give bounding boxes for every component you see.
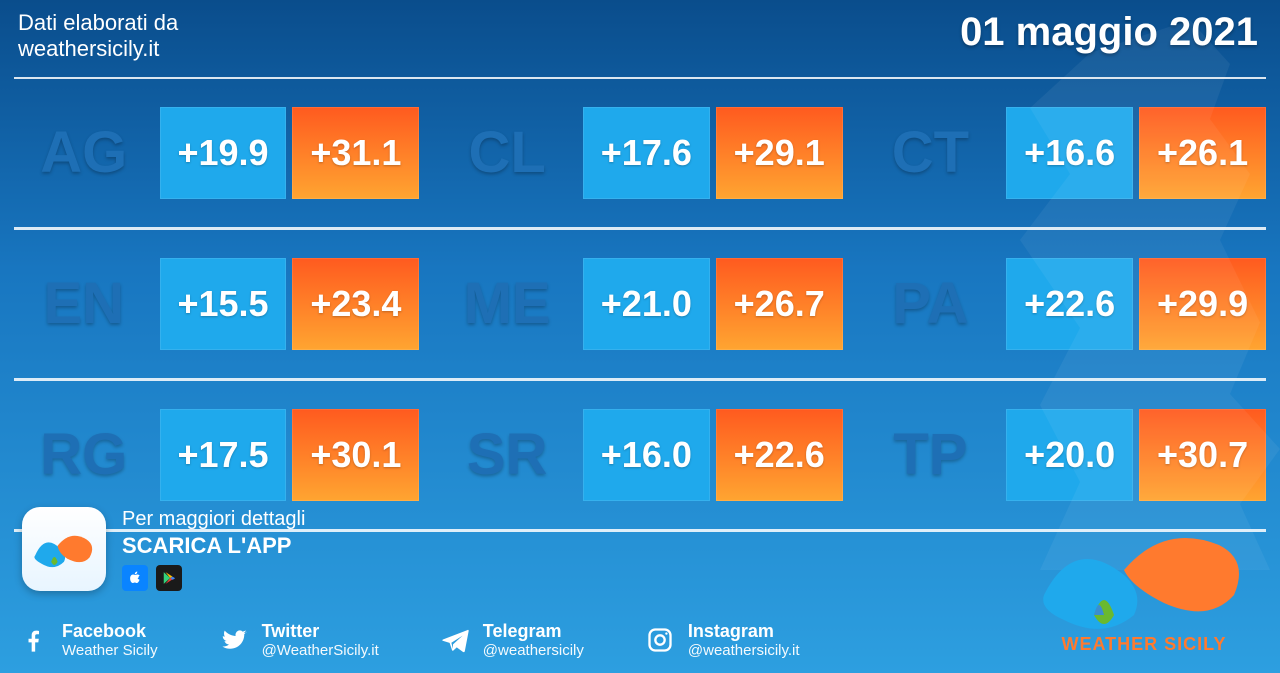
social-instagram: Instagram @weathersicily.it bbox=[644, 621, 800, 659]
max-temp: +29.1 bbox=[716, 107, 843, 199]
app-line1: Per maggiori dettagli bbox=[122, 507, 305, 532]
facebook-icon bbox=[18, 624, 50, 656]
province-code: CL bbox=[437, 107, 577, 199]
brand-logo: WEATHER SICILY bbox=[1034, 515, 1254, 655]
instagram-icon bbox=[644, 624, 676, 656]
max-temp: +26.1 bbox=[1139, 107, 1266, 199]
province-block: CL+17.6+29.1 bbox=[437, 107, 842, 199]
social-name: Twitter bbox=[262, 621, 379, 642]
province-block: SR+16.0+22.6 bbox=[437, 409, 842, 501]
max-temp: +29.9 bbox=[1139, 258, 1266, 350]
min-temp: +21.0 bbox=[583, 258, 710, 350]
temperature-grid: AG+19.9+31.1CL+17.6+29.1CT+16.6+26.1EN+1… bbox=[14, 77, 1266, 532]
province-block: RG+17.5+30.1 bbox=[14, 409, 419, 501]
province-block: AG+19.9+31.1 bbox=[14, 107, 419, 199]
grid-row: AG+19.9+31.1CL+17.6+29.1CT+16.6+26.1 bbox=[14, 77, 1266, 227]
grid-row: EN+15.5+23.4ME+21.0+26.7PA+22.6+29.9 bbox=[14, 227, 1266, 378]
min-temp: +17.5 bbox=[160, 409, 287, 501]
social-name: Facebook bbox=[62, 621, 158, 642]
social-handle: @weathersicily bbox=[483, 642, 584, 659]
max-temp: +31.1 bbox=[292, 107, 419, 199]
social-twitter: Twitter @WeatherSicily.it bbox=[218, 621, 379, 659]
province-code: SR bbox=[437, 409, 577, 501]
province-block: TP+20.0+30.7 bbox=[861, 409, 1266, 501]
appstore-icon bbox=[122, 565, 148, 591]
min-temp: +15.5 bbox=[160, 258, 287, 350]
max-temp: +30.1 bbox=[292, 409, 419, 501]
min-temp: +19.9 bbox=[160, 107, 287, 199]
province-block: CT+16.6+26.1 bbox=[861, 107, 1266, 199]
credit-line1: Dati elaborati da bbox=[18, 10, 178, 36]
province-block: ME+21.0+26.7 bbox=[437, 258, 842, 350]
max-temp: +26.7 bbox=[716, 258, 843, 350]
social-telegram: Telegram @weathersicily bbox=[439, 621, 584, 659]
province-code: PA bbox=[861, 258, 1001, 350]
playstore-icon bbox=[156, 565, 182, 591]
min-temp: +16.0 bbox=[583, 409, 710, 501]
max-temp: +22.6 bbox=[716, 409, 843, 501]
telegram-icon bbox=[439, 624, 471, 656]
app-line2: SCARICA L'APP bbox=[122, 532, 305, 560]
social-handle: @WeatherSicily.it bbox=[262, 642, 379, 659]
data-credit: Dati elaborati da weathersicily.it bbox=[18, 10, 178, 63]
date: 01 maggio 2021 bbox=[960, 10, 1258, 55]
social-handle: @weathersicily.it bbox=[688, 642, 800, 659]
province-code: CT bbox=[861, 107, 1001, 199]
province-block: EN+15.5+23.4 bbox=[14, 258, 419, 350]
store-badges bbox=[122, 565, 305, 591]
province-code: EN bbox=[14, 258, 154, 350]
header: Dati elaborati da weathersicily.it 01 ma… bbox=[0, 0, 1280, 69]
max-temp: +23.4 bbox=[292, 258, 419, 350]
min-temp: +20.0 bbox=[1006, 409, 1133, 501]
province-code: TP bbox=[861, 409, 1001, 501]
min-temp: +22.6 bbox=[1006, 258, 1133, 350]
social-name: Telegram bbox=[483, 621, 584, 642]
social-name: Instagram bbox=[688, 621, 800, 642]
social-facebook: Facebook Weather Sicily bbox=[18, 621, 158, 659]
app-promo-text: Per maggiori dettagli SCARICA L'APP bbox=[122, 507, 305, 592]
province-block: PA+22.6+29.9 bbox=[861, 258, 1266, 350]
max-temp: +30.7 bbox=[1139, 409, 1266, 501]
province-code: AG bbox=[14, 107, 154, 199]
social-handle: Weather Sicily bbox=[62, 642, 158, 659]
province-code: RG bbox=[14, 409, 154, 501]
province-code: ME bbox=[437, 258, 577, 350]
min-temp: +16.6 bbox=[1006, 107, 1133, 199]
app-icon bbox=[22, 507, 106, 591]
twitter-icon bbox=[218, 624, 250, 656]
logo-label: WEATHER SICILY bbox=[1034, 634, 1254, 655]
credit-line2: weathersicily.it bbox=[18, 36, 178, 62]
min-temp: +17.6 bbox=[583, 107, 710, 199]
